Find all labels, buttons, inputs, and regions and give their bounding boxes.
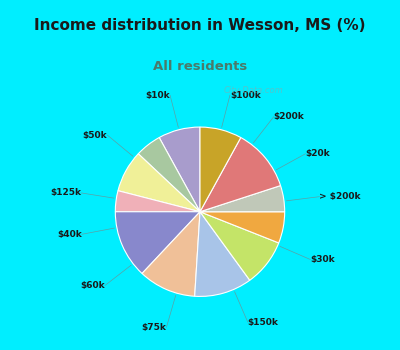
Text: $125k: $125k [50,188,81,197]
Wedge shape [115,191,200,212]
Wedge shape [200,127,241,212]
Wedge shape [159,127,200,212]
Wedge shape [200,186,285,212]
Text: $150k: $150k [248,317,279,327]
Wedge shape [200,212,279,280]
Wedge shape [118,154,200,212]
Text: $60k: $60k [80,281,105,290]
Text: > $200k: > $200k [319,192,361,201]
Text: Income distribution in Wesson, MS (%): Income distribution in Wesson, MS (%) [34,18,366,33]
Text: $100k: $100k [230,91,261,100]
Wedge shape [138,138,200,212]
Text: $40k: $40k [57,230,82,239]
Text: $75k: $75k [142,323,166,332]
Wedge shape [115,212,200,273]
Text: $200k: $200k [274,112,304,121]
Text: $20k: $20k [305,149,330,158]
Wedge shape [142,212,200,296]
Wedge shape [195,212,250,296]
Text: All residents: All residents [153,60,247,72]
Text: $10k: $10k [146,91,170,100]
Text: $50k: $50k [83,131,107,140]
Wedge shape [200,212,285,243]
Wedge shape [200,138,280,212]
Text: $30k: $30k [310,255,335,264]
Text: City-Data.com: City-Data.com [223,86,283,96]
